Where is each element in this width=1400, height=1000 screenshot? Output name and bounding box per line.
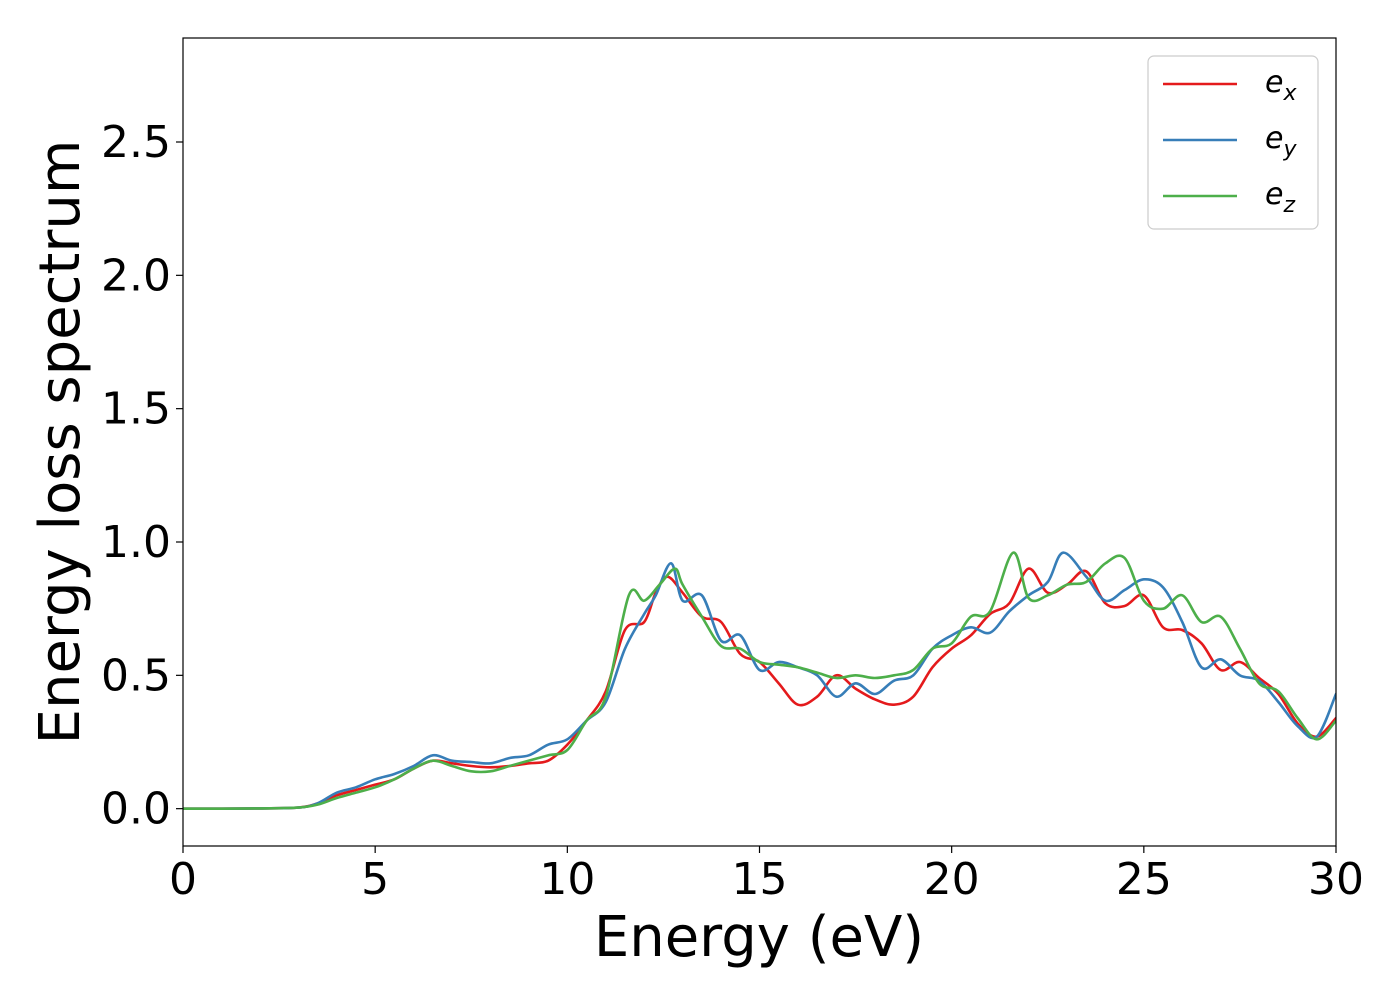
y-axis: 0.0 0.5 1.0 1.5 2.0 2.5 — [101, 117, 183, 835]
y-tick-label: 0.0 — [101, 784, 171, 835]
legend-label-subscript: y — [1282, 137, 1297, 162]
y-tick-label: 2.0 — [101, 250, 171, 301]
legend-label-base: e — [1265, 121, 1283, 156]
legend-label-subscript: x — [1282, 81, 1297, 106]
x-tick-label: 25 — [1116, 854, 1172, 905]
legend-label-y: ey — [1265, 121, 1297, 162]
legend-label-x: ex — [1265, 65, 1297, 106]
legend-label-base: e — [1265, 177, 1283, 212]
x-tick-label: 0 — [169, 854, 197, 905]
series-line-y — [183, 551, 1336, 810]
y-tick-label: 1.5 — [101, 384, 171, 435]
x-axis: 0 5 10 15 20 25 30 — [169, 846, 1364, 905]
x-tick-label: 30 — [1308, 854, 1364, 905]
series-line-z — [183, 551, 1336, 810]
x-axis-label: Energy (eV) — [594, 905, 924, 970]
y-tick-label: 2.5 — [101, 117, 171, 168]
x-tick-label: 5 — [361, 854, 389, 905]
y-tick-label: 1.0 — [101, 517, 171, 568]
x-tick-label: 15 — [732, 854, 788, 905]
x-tick-label: 10 — [539, 854, 595, 905]
x-tick-label: 20 — [924, 854, 980, 905]
legend-label-subscript: z — [1282, 193, 1295, 218]
legend-label-z: ez — [1265, 177, 1295, 218]
legend-label-base: e — [1265, 65, 1283, 100]
series-layer — [183, 551, 1336, 810]
y-tick-label: 0.5 — [101, 650, 171, 701]
y-axis-label: Energy loss spectrum — [28, 140, 93, 745]
legend-box — [1147, 55, 1319, 230]
